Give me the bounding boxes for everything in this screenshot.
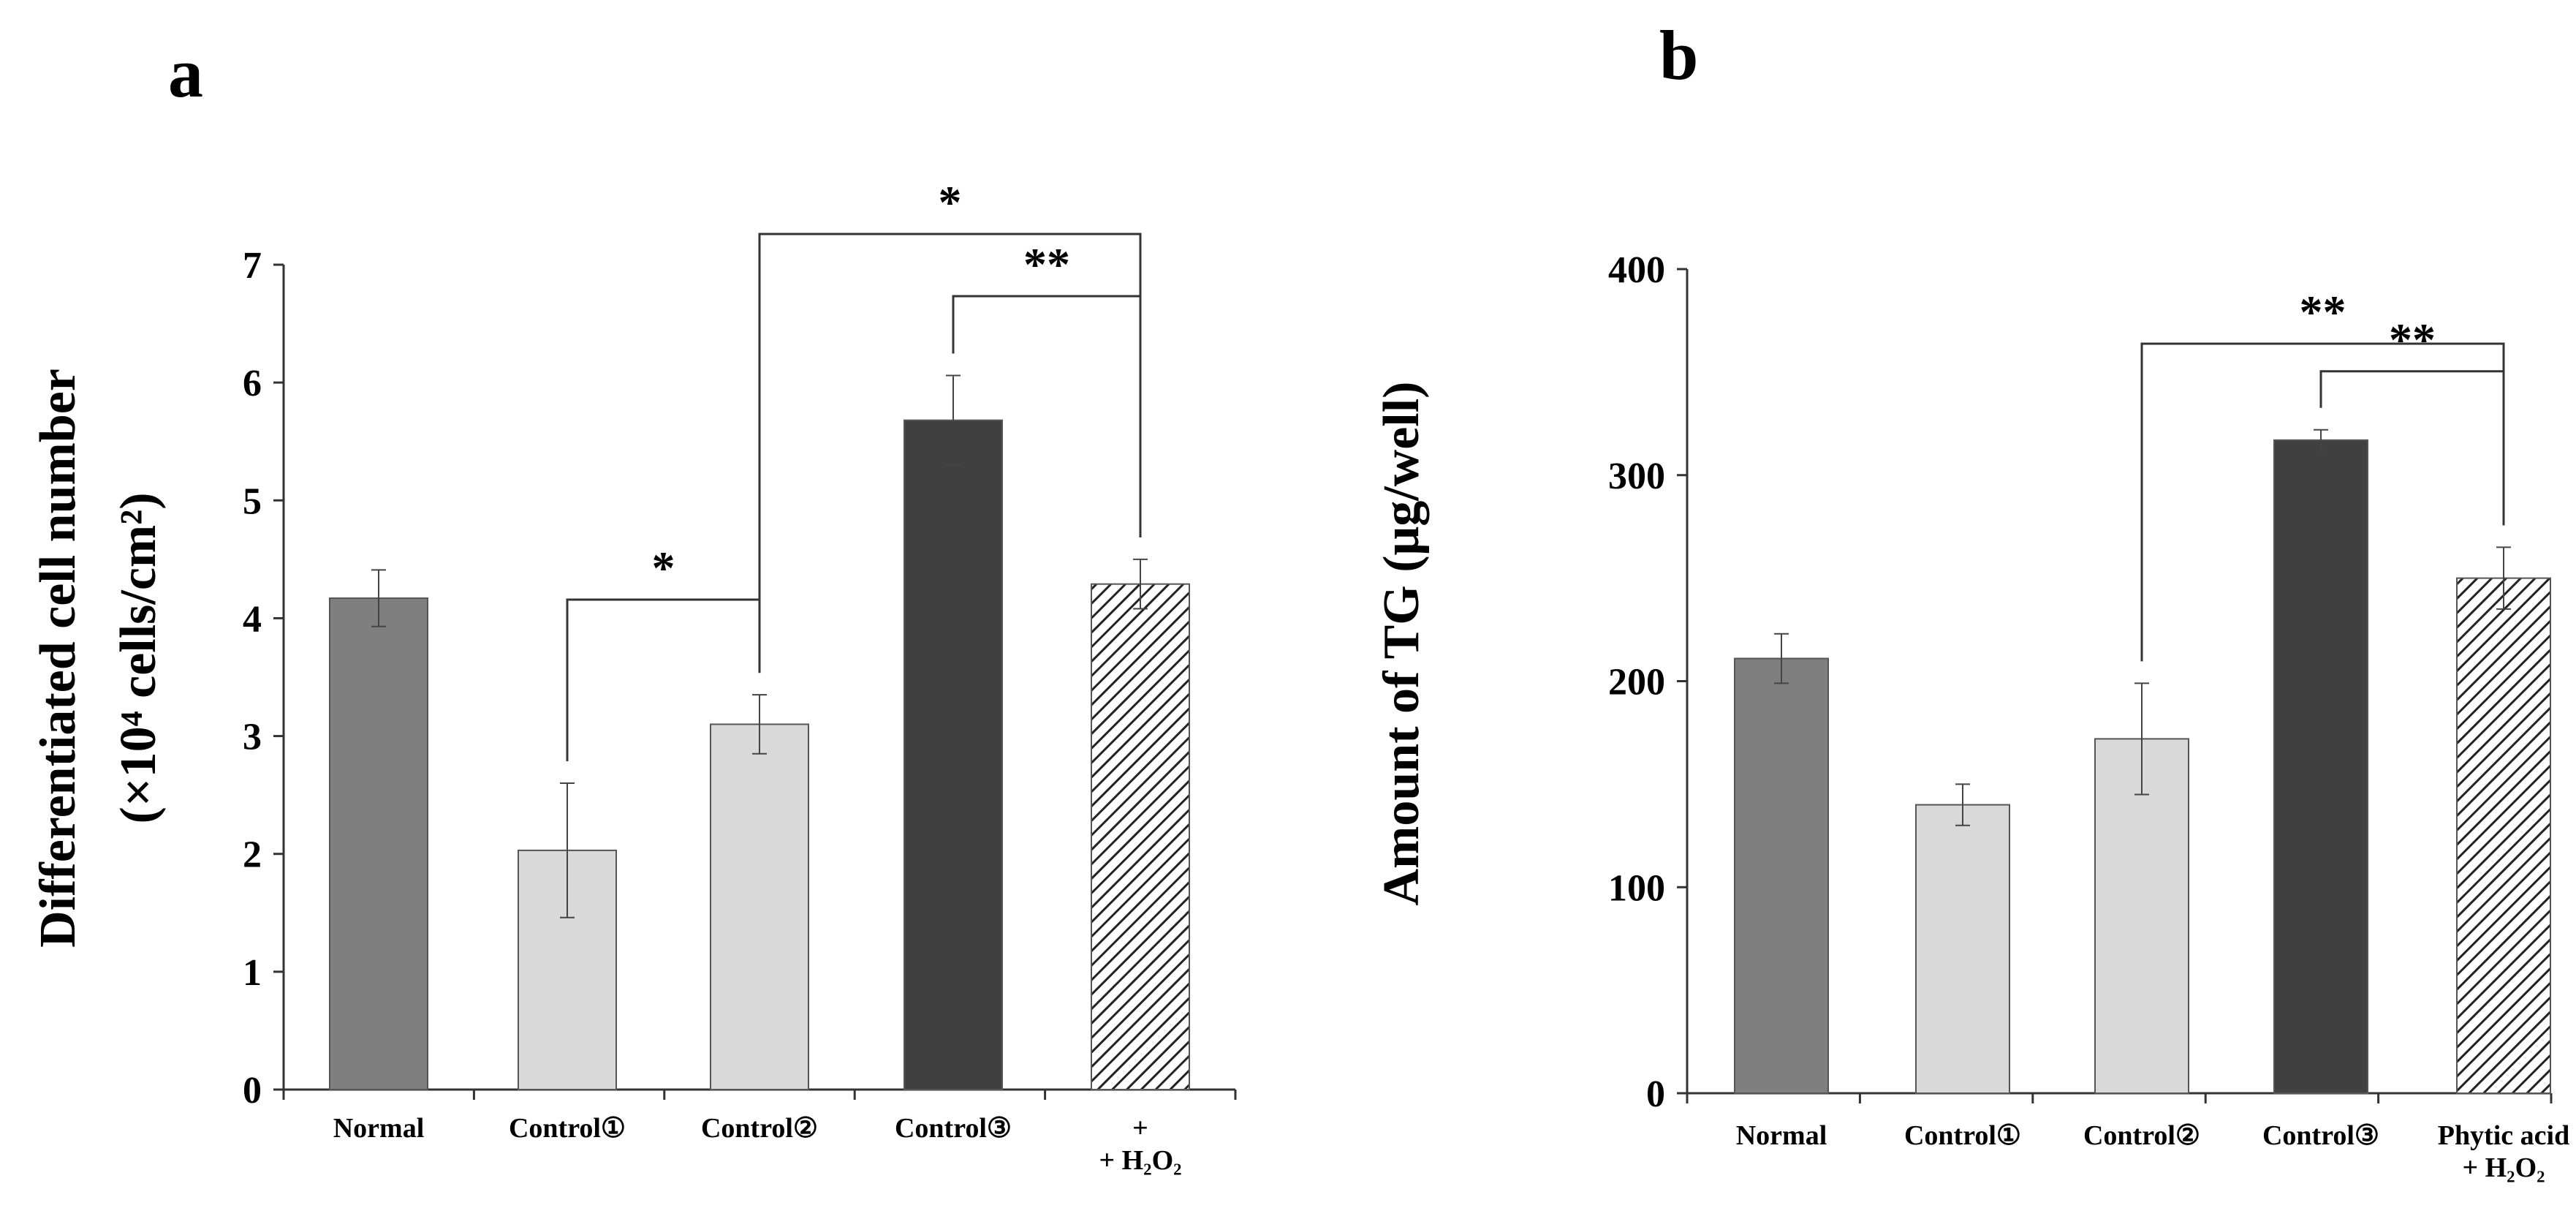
y-ticks-b: 0 100 200 300 400: [1608, 249, 1687, 1115]
x-category-label-b-3: Control③: [2262, 1120, 2379, 1151]
x-category-label-b-4: + H₂O₂: [2462, 1152, 2545, 1183]
y-tick-label-b: 0: [1646, 1073, 1665, 1115]
error-bars-a: [371, 374, 1148, 918]
significance-label-a-1: **: [1023, 238, 1070, 290]
bar-b-4: [2456, 577, 2551, 1094]
bar-a-2: [710, 723, 809, 1090]
x-category-label-a-0: Normal: [333, 1113, 425, 1144]
bar-b-0: [1734, 657, 1829, 1094]
x-category-label-a-2: Control②: [701, 1113, 818, 1144]
error-bars-b: [1774, 429, 2511, 826]
x-categories-b: Normal Control① Control② Control③ Phytic aci…: [1736, 1120, 2570, 1183]
y-ticks-a: 0 1 2 3 4 5 6 7: [243, 245, 284, 1112]
y-tick-label-a: 2: [243, 834, 262, 876]
y-tick-label-a: 7: [243, 245, 262, 287]
y-tick-label-b: 300: [1608, 456, 1665, 497]
y-axis-label-b: Amount of TG (μg/well): [1374, 382, 1430, 906]
x-category-label-a-4: +: [1132, 1113, 1148, 1144]
y-tick-label-b: 200: [1608, 662, 1665, 703]
panel-label-a: a: [168, 34, 203, 112]
significance-label-a-0: *: [652, 542, 675, 594]
x-category-label-a-1: Control①: [509, 1113, 626, 1144]
bar-b-2: [2094, 738, 2189, 1094]
significance-bracket-b-1: [2140, 342, 2505, 662]
bar-b-1: [1915, 804, 2010, 1095]
x-category-label-b-0: Normal: [1736, 1120, 1827, 1151]
y-tick-label-a: 0: [243, 1070, 262, 1112]
bar-a-4: [1091, 583, 1190, 1090]
y-tick-label-a: 5: [243, 480, 262, 522]
y-tick-label-a: 6: [243, 363, 262, 404]
x-category-label-a-4: + H₂O₂: [1099, 1145, 1181, 1176]
significance-label-a-2: *: [939, 176, 962, 228]
significance-bracket-a-2: [758, 233, 1142, 673]
panel-label-b: b: [1659, 16, 1698, 94]
bar-a-0: [329, 597, 428, 1090]
y-tick-label-a: 4: [243, 598, 262, 640]
bar-a-3: [904, 419, 1003, 1090]
y-tick-label-b: 100: [1608, 867, 1665, 909]
significance-a: ****: [566, 176, 1142, 762]
bar-b-3: [2273, 439, 2368, 1094]
significance-label-b-0: **: [2389, 314, 2436, 366]
bars-b: [1734, 439, 2551, 1095]
x-category-label-b-2: Control②: [2083, 1120, 2200, 1151]
x-category-label-b-1: Control①: [1904, 1120, 2021, 1151]
x-category-label-b-4: Phytic acid: [2438, 1120, 2569, 1151]
y-tick-label-a: 1: [243, 952, 262, 994]
significance-label-b-1: **: [2300, 286, 2346, 338]
y-axis-label-a-line1: Differentiated cell number: [30, 369, 86, 948]
significance-b: ** **: [2140, 286, 2505, 662]
chart-panel-b: ** ** 0 100 200 300 400 Normal Control① Control…: [1374, 249, 2569, 1183]
x-category-label-a-3: Control③: [895, 1113, 1012, 1144]
y-tick-label-a: 3: [243, 717, 262, 758]
y-axis-label-a-line2: (×10⁴ cells/cm²): [110, 492, 167, 823]
x-categories-a: Normal Control① Control② Control③ ++ H₂O₂: [333, 1113, 1182, 1176]
y-tick-label-b: 400: [1608, 249, 1665, 291]
